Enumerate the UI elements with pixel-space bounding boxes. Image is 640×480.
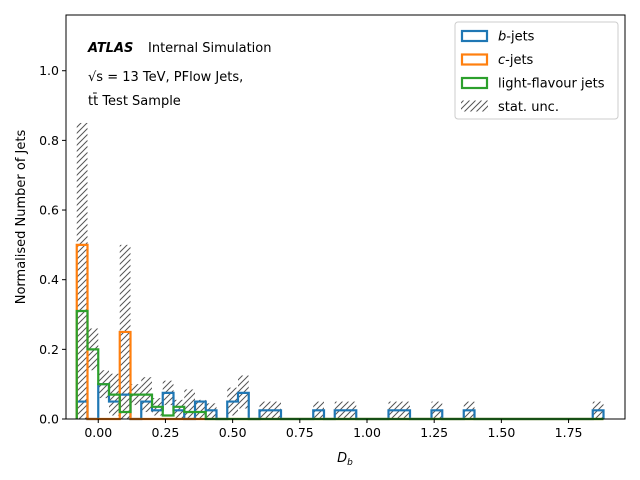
legend-label-flavour: c xyxy=(498,53,505,68)
y-axis-ticks: 0.0 0.2 0.4 0.6 0.8 1.0 xyxy=(39,63,66,427)
plot-frame xyxy=(65,14,626,420)
legend-label-suffix: -jets xyxy=(506,30,534,45)
y-tick-label: 0.4 xyxy=(39,272,59,287)
x-tick-label: 0.75 xyxy=(286,425,314,440)
x-tick-label: 1.75 xyxy=(555,425,583,440)
legend-label: c-jets xyxy=(498,53,534,68)
x-axis-ticks: 0.00 0.25 0.50 0.75 1.00 1.25 1.50 1.75 xyxy=(84,419,582,440)
atlas-annotation: ATLAS Internal Simulation √s = 13 TeV, P… xyxy=(87,41,271,109)
stat-unc-band xyxy=(195,399,206,419)
sample-label: tt̄ Test Sample xyxy=(88,94,181,109)
x-axis-label-sub: b xyxy=(347,458,353,468)
energy-label: √s = 13 TeV, PFlow Jets, xyxy=(88,70,243,85)
y-tick-label: 1.0 xyxy=(39,63,59,78)
y-tick-label: 0.8 xyxy=(39,133,59,148)
y-tick-label: 0.0 xyxy=(39,412,59,427)
stat-unc-bands xyxy=(76,122,604,419)
x-tick-label: 0.50 xyxy=(219,425,247,440)
x-tick-label: 1.25 xyxy=(420,425,448,440)
legend-swatch xyxy=(460,29,489,43)
x-axis-label-main: D xyxy=(337,451,347,466)
legend-label: stat. unc. xyxy=(498,100,559,115)
atlas-label: ATLAS xyxy=(87,41,133,56)
legend-swatch xyxy=(460,76,489,90)
x-tick-label: 0.25 xyxy=(152,425,180,440)
legend-label-flavour: b xyxy=(498,30,506,45)
series-steps xyxy=(75,243,605,421)
x-axis-label: Db xyxy=(337,451,353,468)
stat-unc-band xyxy=(184,389,195,419)
legend-box xyxy=(454,21,619,120)
x-tick-label: 1.50 xyxy=(487,425,515,440)
legend-label: b-jets xyxy=(498,30,535,45)
y-tick-label: 0.6 xyxy=(39,203,59,218)
legend-swatch-stat-unc xyxy=(461,100,488,112)
x-tick-label: 0.00 xyxy=(84,425,112,440)
legend-swatch xyxy=(460,53,489,66)
legend-label-suffix: -jets xyxy=(505,53,533,68)
stat-unc-band xyxy=(76,122,88,419)
series-step-c-jets xyxy=(75,243,604,421)
y-axis-label: Normalised Number of Jets xyxy=(14,130,29,305)
legend-label: light-flavour jets xyxy=(498,77,605,92)
y-tick-label: 0.2 xyxy=(39,342,59,357)
x-tick-label: 1.00 xyxy=(353,425,381,440)
internal-simulation-label: Internal Simulation xyxy=(148,41,271,56)
